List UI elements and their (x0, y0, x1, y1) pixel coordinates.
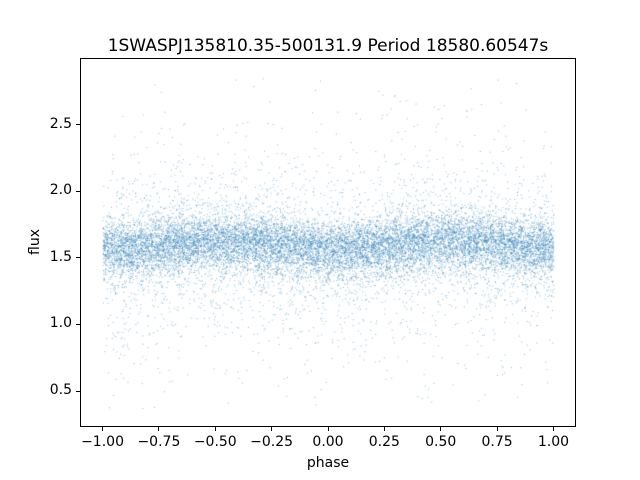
y-tick-label: 1.0 (49, 315, 72, 332)
x-tick-mark (496, 427, 498, 431)
x-axis-label: phase (306, 455, 350, 471)
x-tick-label: −0.75 (137, 434, 181, 450)
y-tick-label: 2.5 (49, 115, 72, 132)
y-tick-mark (76, 190, 80, 192)
x-tick-mark (271, 427, 273, 431)
y-tick-mark (76, 257, 80, 259)
x-tick-mark (102, 427, 104, 431)
plot-title: 1SWASPJ135810.35-500131.9 Period 18580.6… (107, 36, 549, 56)
x-tick-mark (327, 427, 329, 431)
y-tick-mark (76, 323, 80, 325)
y-tick-label: 1.5 (49, 248, 72, 265)
y-tick-mark (76, 390, 80, 392)
y-tick-label: 2.0 (49, 182, 72, 199)
x-tick-mark (214, 427, 216, 431)
x-tick-label: −0.25 (250, 434, 294, 450)
x-tick-label: −0.50 (193, 434, 237, 450)
x-tick-label: 0.50 (425, 434, 457, 450)
y-tick-mark (76, 124, 80, 126)
x-tick-mark (158, 427, 160, 431)
y-axis-label: flux (27, 229, 43, 255)
x-tick-label: −1.00 (81, 434, 124, 450)
x-tick-label: 1.00 (537, 434, 570, 450)
y-tick-label: 0.5 (49, 382, 72, 399)
x-tick-label: 0.75 (481, 434, 513, 450)
x-tick-mark (383, 427, 385, 431)
scatter-canvas (80, 58, 576, 427)
x-tick-label: 0.25 (368, 434, 400, 450)
x-tick-mark (440, 427, 442, 431)
x-tick-mark (552, 427, 554, 431)
x-tick-label: 0.00 (312, 434, 344, 450)
